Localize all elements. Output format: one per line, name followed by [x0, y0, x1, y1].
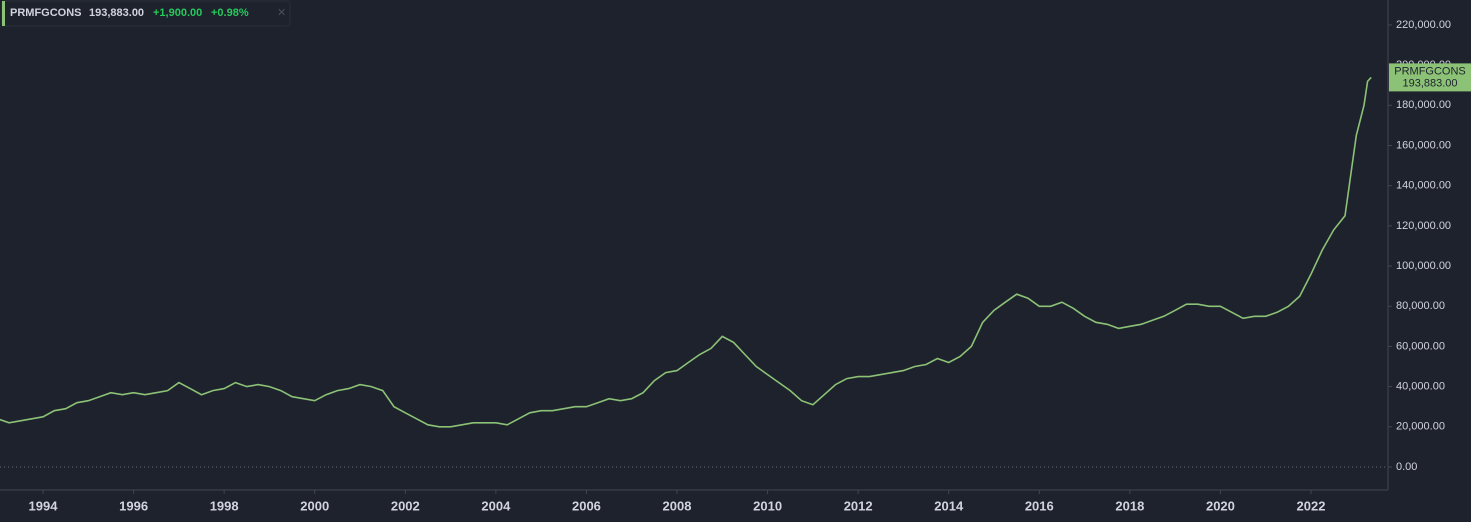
- x-tick-label: 2004: [481, 498, 511, 513]
- x-tick-label: 2016: [1025, 498, 1054, 513]
- plot: [0, 76, 1388, 468]
- y-tick-label: 180,000.00: [1396, 99, 1451, 111]
- x-tick-label: 2002: [391, 498, 420, 513]
- line-series: [0, 76, 1372, 428]
- y-tick-label: 120,000.00: [1396, 220, 1451, 232]
- x-tick-label: 2014: [934, 498, 964, 513]
- y-tick-label: 40,000.00: [1396, 381, 1445, 393]
- y-tick-label: 160,000.00: [1396, 139, 1451, 151]
- y-tick-label: 0.00: [1396, 461, 1417, 473]
- badge-name: PRMFGCONS: [1394, 65, 1466, 77]
- x-tick-label: 2010: [753, 498, 782, 513]
- last-value-badge: [1389, 63, 1471, 92]
- x-tick-label: 1996: [119, 498, 148, 513]
- legend-swatch: [2, 1, 5, 26]
- y-tick-label: 20,000.00: [1396, 421, 1445, 433]
- y-tick-label: 60,000.00: [1396, 340, 1445, 352]
- legend-symbol: PRMFGCONS: [10, 7, 82, 19]
- legend-change: +1,900.00: [153, 7, 202, 19]
- x-tick-label: 2018: [1115, 498, 1144, 513]
- legend-change-percent: +0.98%: [211, 7, 249, 19]
- x-tick-label: 2012: [844, 498, 873, 513]
- y-tick-label: 80,000.00: [1396, 300, 1445, 312]
- x-tick-label: 2006: [572, 498, 601, 513]
- legend-close[interactable]: ✕: [277, 7, 286, 19]
- badge-value: 193,883.00: [1402, 77, 1457, 89]
- x-tick-label: 1998: [210, 498, 239, 513]
- x-tick-label: 2020: [1206, 498, 1235, 513]
- legend-last: 193,883.00: [89, 7, 144, 19]
- x-tick-label: 2000: [300, 498, 329, 513]
- x-tick-label: 2022: [1297, 498, 1326, 513]
- y-tick-label: 100,000.00: [1396, 260, 1451, 272]
- y-tick-label: 140,000.00: [1396, 180, 1451, 192]
- y-tick-label: 220,000.00: [1396, 19, 1451, 31]
- x-tick-label: 2008: [663, 498, 692, 513]
- x-tick-label: 1994: [29, 498, 59, 513]
